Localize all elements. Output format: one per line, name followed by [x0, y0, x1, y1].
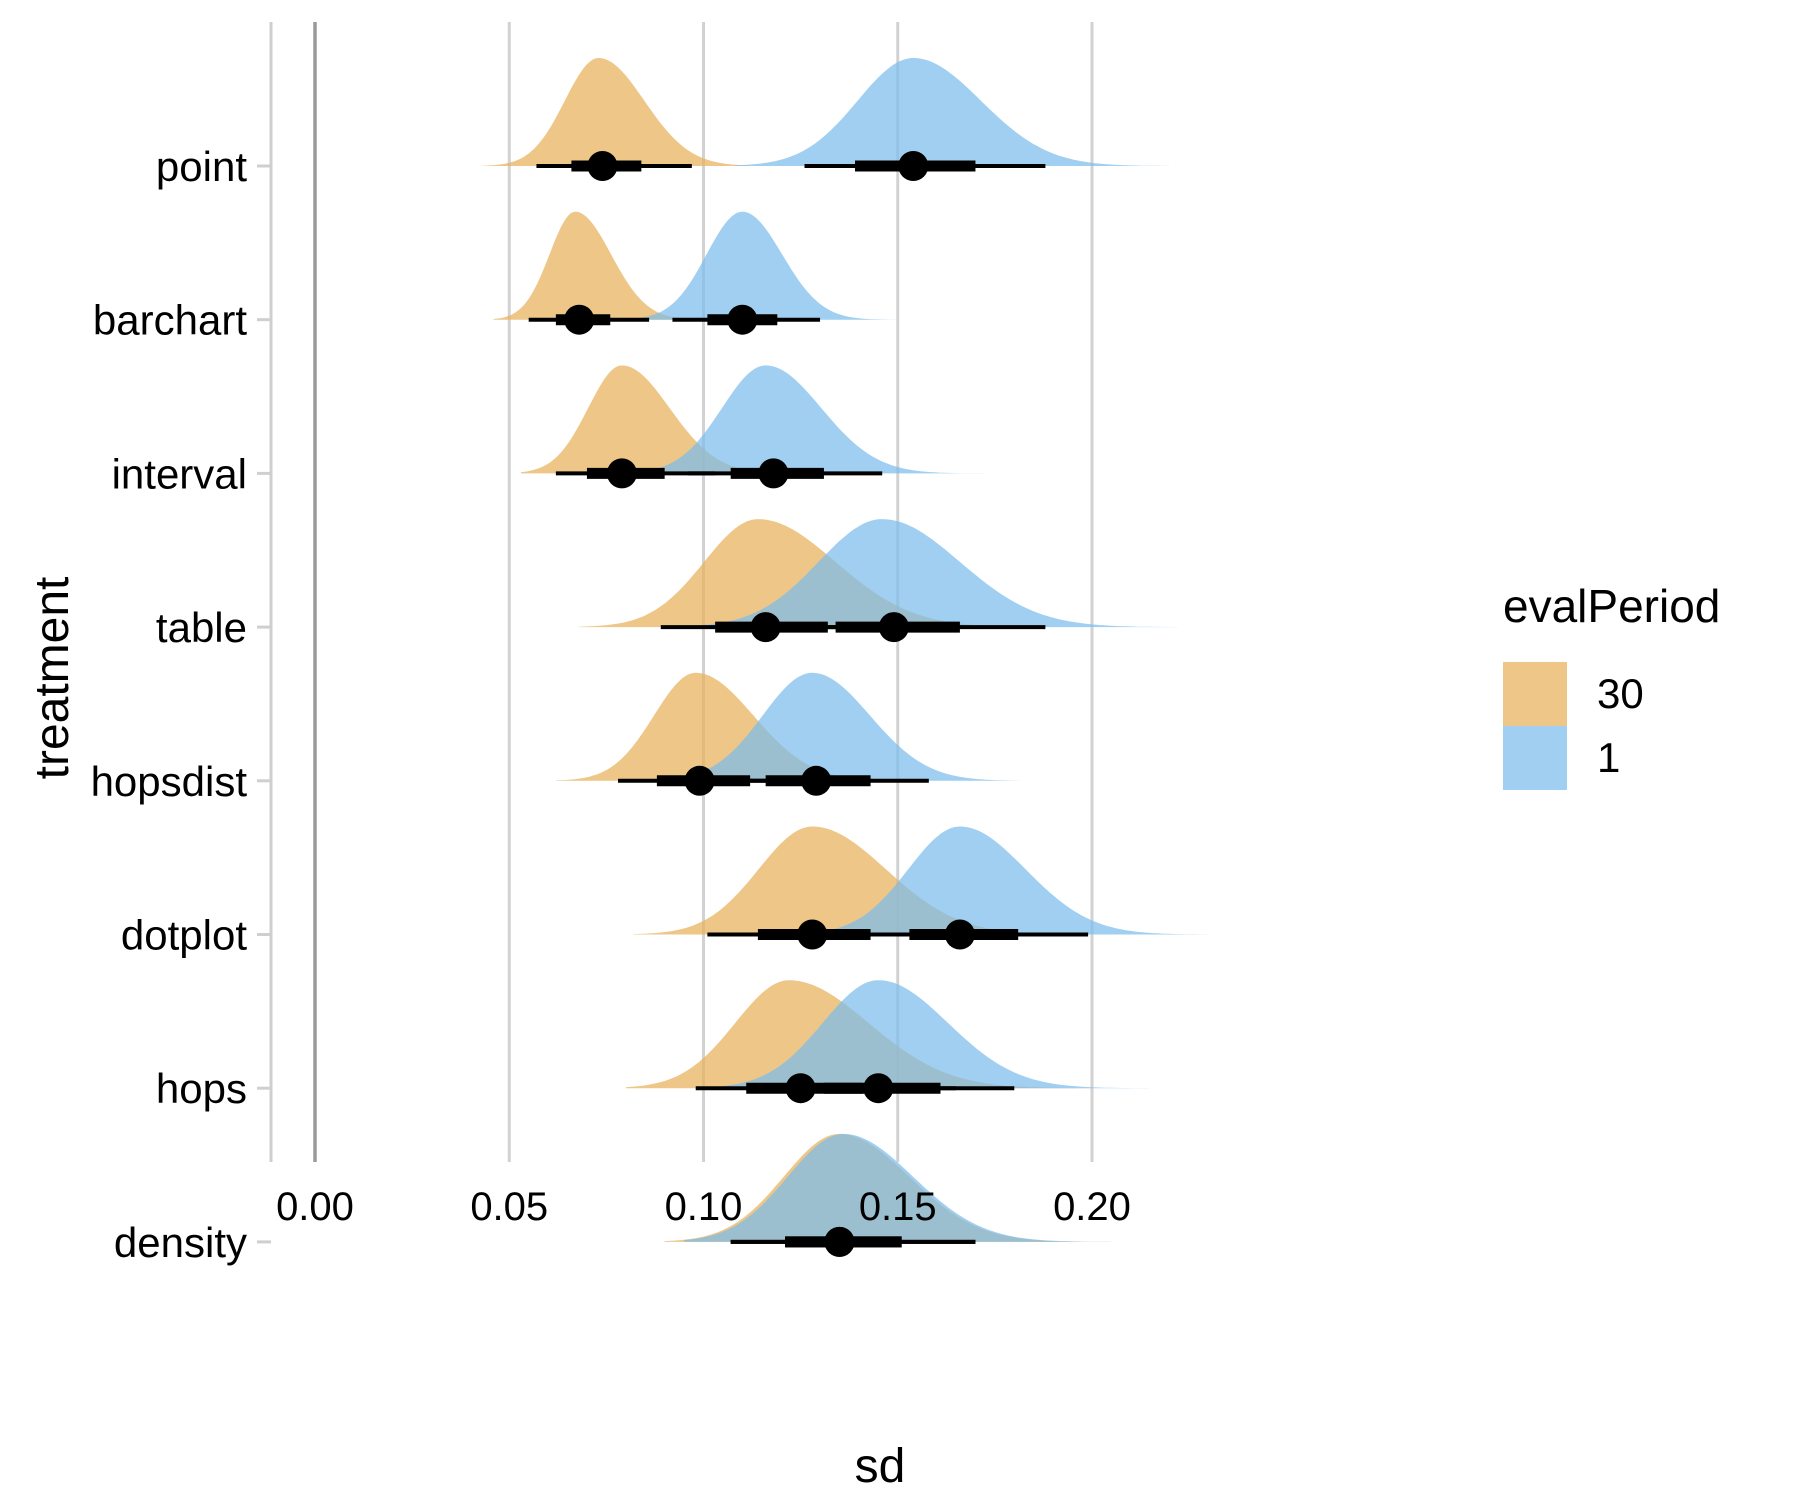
- y-tick-label-interval: interval: [112, 450, 247, 497]
- x-tick-label-0-20: 0.20: [1053, 1185, 1131, 1229]
- legend-label-30: 30: [1597, 670, 1644, 717]
- density-dotplot-1: [773, 826, 1209, 935]
- median-point-dotplot-30: [797, 919, 828, 950]
- density-point-30: [482, 58, 751, 166]
- density-interval-1: [633, 365, 999, 474]
- density-hopsdist-30: [555, 672, 898, 781]
- median-point-table-1: [878, 612, 909, 643]
- legend-key-1: [1503, 726, 1567, 790]
- density-density-1: [684, 1133, 1112, 1242]
- median-point-table-30: [750, 612, 781, 643]
- median-point-hopsdist-30: [684, 765, 715, 796]
- density-layer: [482, 58, 1209, 1242]
- median-point-hopsdist-1: [801, 765, 832, 796]
- y-tick-labels: point barchart interval table hopsdist dotplo…: [91, 143, 248, 1266]
- median-point-point-1: [898, 151, 929, 181]
- x-tick-label-0-15: 0.15: [859, 1185, 937, 1229]
- median-point-interval-30: [606, 458, 637, 489]
- density-table-1: [684, 519, 1178, 628]
- median-point-barchart-1: [727, 304, 758, 335]
- y-tick-label-hopsdist: hopsdist: [91, 758, 248, 805]
- y-axis-title: treatment: [26, 577, 79, 780]
- legend: evalPeriod 30 1: [1503, 580, 1720, 790]
- density-hops-1: [695, 980, 1155, 1089]
- y-tick-label-dotplot: dotplot: [121, 912, 247, 959]
- median-point-dotplot-1: [944, 919, 975, 950]
- legend-label-1: 1: [1597, 734, 1620, 781]
- x-axis-title: sd: [855, 1440, 906, 1493]
- legend-title: evalPeriod: [1503, 580, 1720, 632]
- x-tick-labels: 0.00 0.05 0.10 0.15 0.20: [276, 1185, 1131, 1229]
- density-dotplot-30: [633, 826, 1046, 935]
- density-barchart-1: [618, 211, 898, 320]
- density-interval-30: [520, 365, 774, 474]
- x-tick-label-0-00: 0.00: [276, 1185, 354, 1229]
- density-barchart-30: [493, 211, 704, 320]
- y-tick-label-barchart: barchart: [93, 297, 247, 344]
- median-point-hops-1: [863, 1073, 894, 1104]
- legend-key-30: [1503, 662, 1567, 726]
- median-point-barchart-30: [564, 304, 595, 335]
- median-point-point-30: [587, 151, 618, 181]
- x-tick-label-0-10: 0.10: [665, 1185, 743, 1229]
- density-hopsdist-1: [656, 672, 1065, 781]
- x-tick-label-0-05: 0.05: [470, 1185, 548, 1229]
- y-tick-label-table: table: [156, 604, 247, 651]
- median-point-interval-1: [758, 458, 789, 489]
- y-tick-label-point: point: [156, 143, 247, 190]
- interval-layer: [528, 151, 1089, 1257]
- density-point-1: [734, 58, 1170, 166]
- y-tick-label-hops: hops: [156, 1065, 247, 1112]
- axes: [257, 22, 273, 1244]
- y-tick-label-density: density: [114, 1219, 247, 1266]
- median-point-density-1: [824, 1226, 855, 1257]
